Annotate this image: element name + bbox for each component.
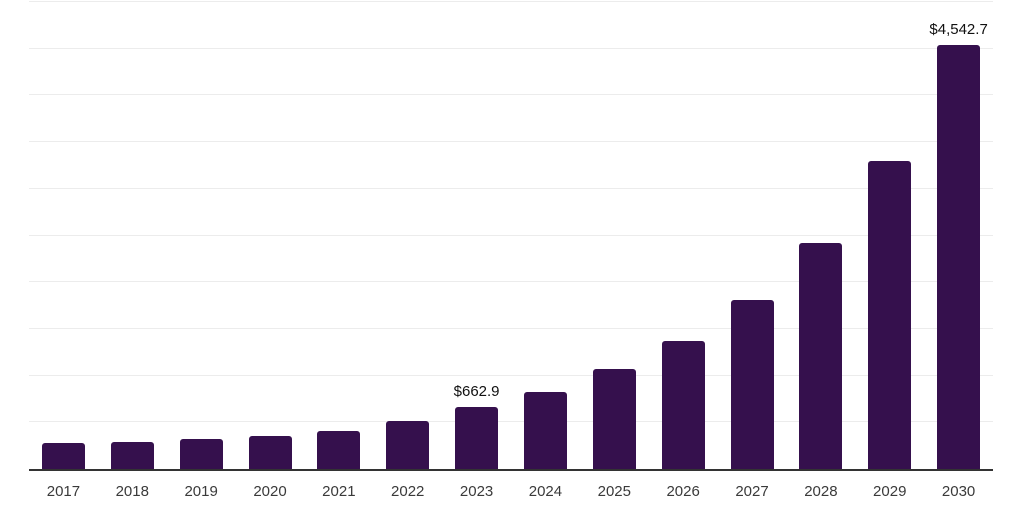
x-tick-2028: 2028: [804, 483, 838, 500]
gridline-3000: [29, 187, 993, 189]
bar-2030: [937, 44, 981, 469]
bar-column-2025: [580, 2, 649, 469]
x-tick-2017: 2017: [46, 483, 81, 500]
bar-2027: [730, 299, 774, 469]
x-tick-2022: 2022: [391, 483, 425, 500]
bar-column-2030: $4,542.7: [924, 2, 993, 469]
gridline-2500: [29, 234, 993, 236]
x-tick-2023: 2023: [459, 483, 494, 500]
bar-column-2028: [786, 2, 855, 469]
bar-2021: [317, 430, 361, 469]
bar-2026: [661, 341, 705, 469]
bar-column-2019: [167, 2, 236, 469]
gridline-5000: [29, 1, 993, 2]
x-tick-2019: 2019: [184, 483, 218, 500]
bar-2018: [110, 441, 154, 469]
x-axis-labels: 2017 2018 2019 2020 2021 2022 2023 2024 2025 2026…: [29, 471, 993, 512]
x-tick-2018: 2018: [115, 483, 149, 500]
bar-column-2020: [236, 2, 305, 469]
bar-column-2022: [373, 2, 442, 469]
x-axis-line: [29, 469, 993, 471]
bars: $662.9 $4,542.7: [29, 2, 993, 469]
x-tick-2021: 2021: [322, 483, 356, 500]
bar-column-2018: [98, 2, 167, 469]
bar-column-2026: [649, 2, 718, 469]
bar-2022: [386, 421, 430, 469]
bar-column-2029: [855, 2, 924, 469]
bar-2017: [41, 443, 85, 469]
value-label-2030: $4,542.7: [929, 20, 988, 38]
bar-2025: [592, 369, 636, 469]
x-tick-2027: 2027: [735, 483, 769, 500]
x-tick-2024: 2024: [528, 483, 563, 500]
plot-area: $662.9 $4,542.7: [29, 1, 993, 469]
bar-column-2023: $662.9: [442, 2, 511, 469]
x-tick-2026: 2026: [666, 483, 700, 500]
gridline-4500: [29, 47, 993, 49]
bar-2024: [523, 391, 567, 469]
x-tick-2029: 2029: [873, 483, 907, 500]
bar-column-2017: [29, 2, 98, 469]
gridline-2000: [29, 281, 993, 283]
gridline-1500: [29, 327, 993, 329]
x-tick-2030: 2030: [941, 483, 976, 500]
gridline-500: [29, 421, 993, 423]
gridline-1000: [29, 374, 993, 376]
x-tick-2020: 2020: [253, 483, 287, 500]
bar-2029: [868, 160, 912, 469]
bar-2020: [248, 436, 292, 469]
bar-2028: [799, 243, 843, 469]
x-tick-2025: 2025: [597, 483, 631, 500]
gridlines: [29, 1, 993, 469]
bar-column-2027: [718, 2, 787, 469]
bar-column-2021: [304, 2, 373, 469]
value-label-2023: $662.9: [453, 383, 500, 401]
gridline-3500: [29, 141, 993, 143]
bar-2019: [179, 439, 223, 469]
gridline-4000: [29, 94, 993, 96]
bar-2023: [455, 407, 499, 469]
bar-column-2024: [511, 2, 580, 469]
